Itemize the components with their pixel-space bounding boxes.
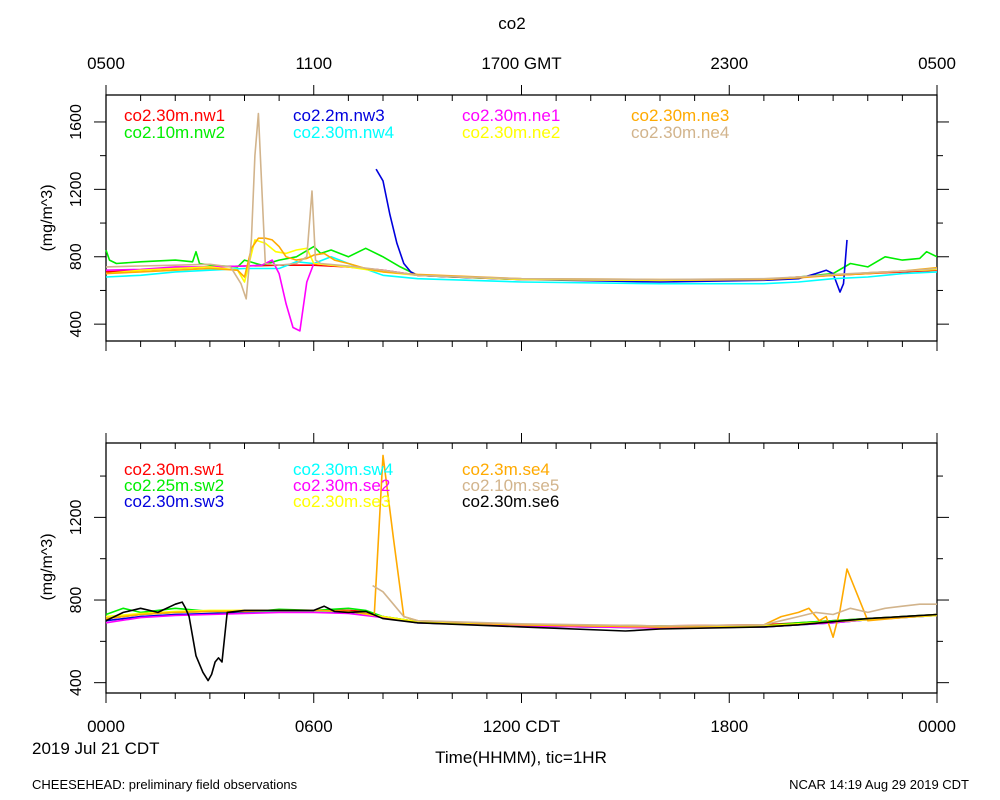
chart-title: co2 [498, 14, 525, 33]
y-tick-label: 1200 [68, 499, 85, 535]
series-line-co2.30m.ne3 [105, 237, 938, 281]
series-line-co2.30m.ne1 [105, 259, 938, 332]
legend-entry-co2.30m.ne2: co2.30m.ne2 [462, 123, 560, 142]
bottom-tick-label: 0000 [87, 717, 125, 736]
y-tick-label: 800 [68, 243, 85, 270]
panel-top: (mg/m^3) 400 800 1200 1600 co2.30m.nw1co2.10… [39, 85, 949, 351]
footer-left: CHEESEHEAD: preliminary field observatio… [32, 777, 298, 792]
y-tick-label: 1200 [68, 171, 85, 207]
bottom-axis-tick-labels: 0000 0600 1200 CDT 1800 0000 [87, 717, 956, 736]
bottom-tick-label: 1200 CDT [483, 717, 560, 736]
legend-entry-co2.30m.ne4: co2.30m.ne4 [631, 123, 729, 142]
series-line-co2.10m.se5 [372, 584, 937, 627]
legend-entry-co2.30m.se6: co2.30m.se6 [462, 492, 559, 511]
bottom-tick-label: 0000 [918, 717, 956, 736]
top-tick-label: 1700 GMT [481, 54, 561, 73]
legend-entry-co2.30m.se2: co2.30m.se2 [293, 476, 390, 495]
legend-entry-co2.30m.se3: co2.30m.se3 [293, 492, 390, 511]
legend-entry-co2.30m.sw3: co2.30m.sw3 [124, 492, 224, 511]
legend-entry-co2.30m.sw1: co2.30m.sw1 [124, 460, 224, 479]
bottom-tick-label: 0600 [295, 717, 333, 736]
series-line-co2.30m.se6 [105, 601, 938, 682]
top-tick-label: 1100 [295, 54, 332, 73]
top-tick-label: 0500 [87, 54, 125, 73]
legend-entry-co2.10m.se5: co2.10m.se5 [462, 476, 559, 495]
bottom-tick-label: 1800 [710, 717, 748, 736]
panel-top-ylabel: (mg/m^3) [39, 184, 56, 251]
legend-entry-co2.3m.se4: co2.3m.se4 [462, 460, 550, 479]
date-label: 2019 Jul 21 CDT [32, 739, 160, 758]
x-axis-label: Time(HHMM), tic=1HR [435, 748, 607, 767]
series-line-co2.30m.ne4 [105, 112, 938, 300]
top-tick-label: 0500 [918, 54, 956, 73]
series-line-co2.2m.nw3 [375, 168, 848, 293]
legend-entry-co2.30m.ne3: co2.30m.ne3 [631, 106, 729, 125]
top-tick-label: 2300 [710, 54, 748, 73]
legend-entry-co2.30m.ne1: co2.30m.ne1 [462, 106, 560, 125]
legend-entry-co2.25m.sw2: co2.25m.sw2 [124, 476, 224, 495]
y-tick-label: 400 [68, 669, 85, 696]
legend-entry-co2.30m.nw1: co2.30m.nw1 [124, 106, 225, 125]
legend-entry-co2.10m.nw2: co2.10m.nw2 [124, 123, 225, 142]
series-line-co2.10m.nw2 [105, 245, 938, 282]
panel-bottom: (mg/m^3) 400 800 1200 co2.30m.sw1co2.25m.sw… [39, 433, 949, 703]
legend-entry-co2.30m.sw4: co2.30m.sw4 [293, 460, 393, 479]
y-tick-label: 1600 [68, 104, 85, 140]
y-tick-label: 800 [68, 587, 85, 614]
legend-entry-co2.2m.nw3: co2.2m.nw3 [293, 106, 385, 125]
top-axis-tick-labels: 0500 1100 1700 GMT 2300 0500 [87, 54, 956, 73]
footer-right: NCAR 14:19 Aug 29 2019 CDT [789, 777, 969, 792]
panel-bottom-ylabel: (mg/m^3) [39, 533, 56, 600]
legend-entry-co2.30m.nw4: co2.30m.nw4 [293, 123, 394, 142]
y-tick-label: 400 [68, 311, 85, 338]
